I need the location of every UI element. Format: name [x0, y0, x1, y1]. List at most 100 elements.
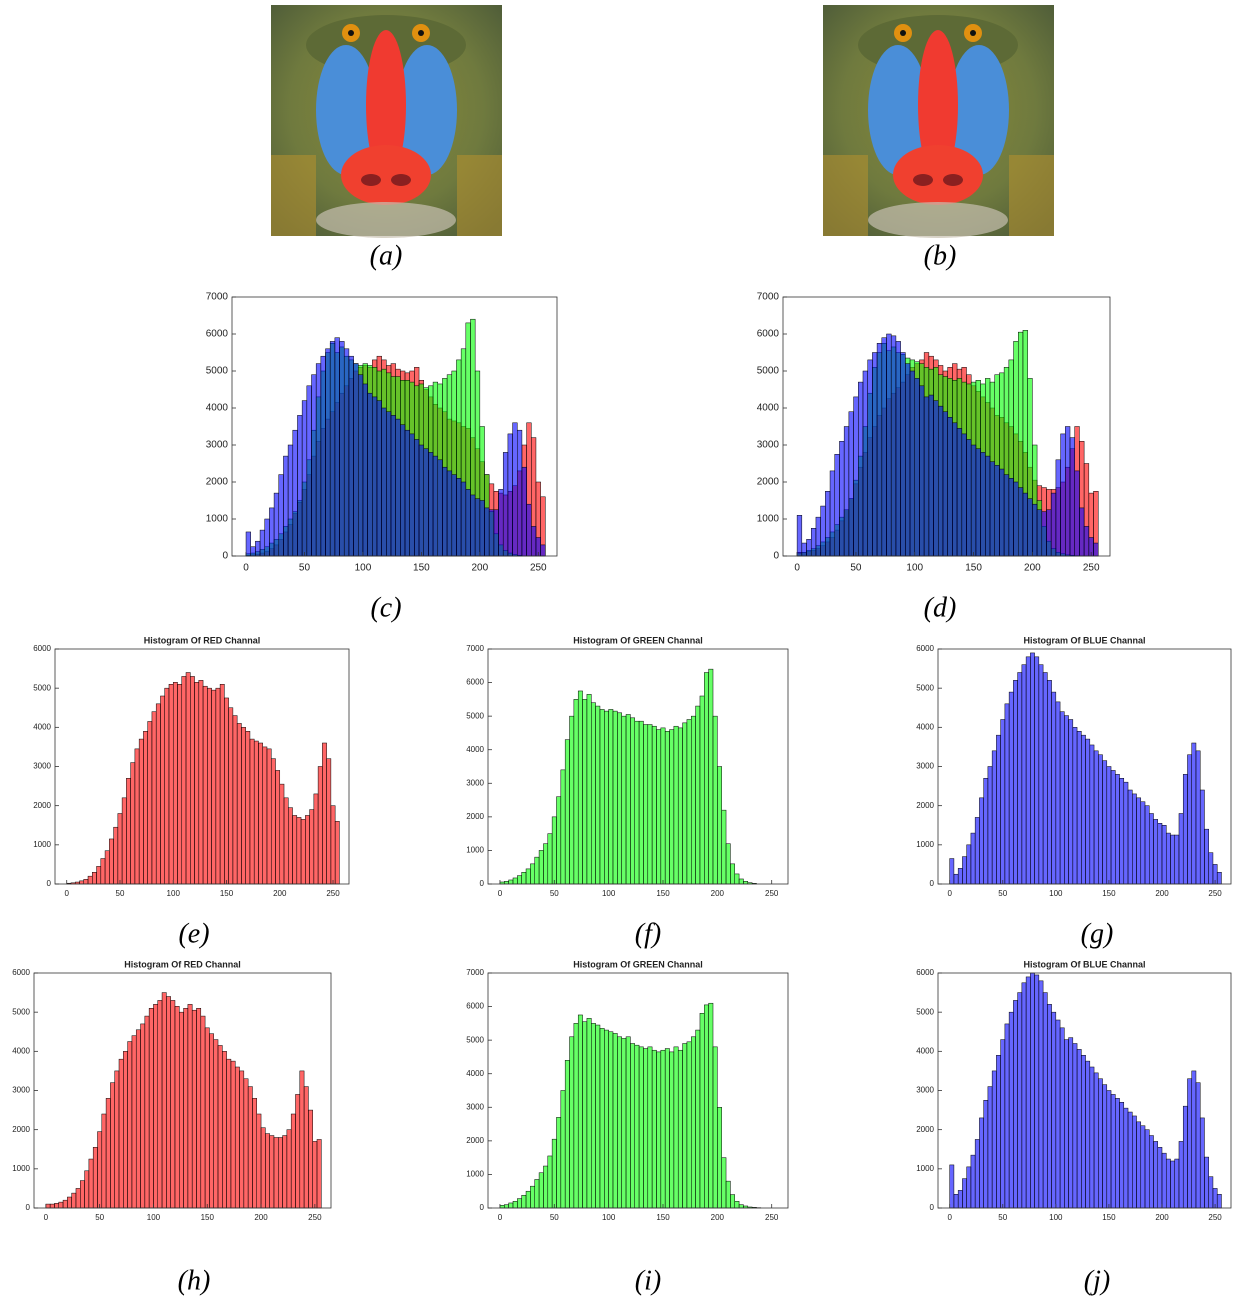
- x-tick-label: 150: [1102, 1213, 1116, 1222]
- bar: [1043, 993, 1047, 1208]
- x-tick-label: 250: [765, 1213, 779, 1222]
- bar: [587, 1018, 591, 1208]
- bar: [118, 814, 122, 885]
- bar: [280, 784, 284, 884]
- bar: [600, 1028, 604, 1208]
- bar: [67, 1197, 71, 1208]
- bar: [877, 343, 882, 556]
- bar: [548, 1156, 552, 1208]
- x-tick-label: 250: [326, 889, 340, 898]
- bar: [807, 539, 812, 556]
- bar: [80, 1181, 84, 1208]
- bar: [335, 821, 339, 884]
- bar: [160, 696, 164, 884]
- bar: [863, 371, 868, 556]
- x-tick-label: 250: [1083, 563, 1100, 574]
- bar: [656, 1052, 660, 1208]
- y-tick-label: 1000: [757, 514, 780, 525]
- bar: [1009, 692, 1013, 884]
- x-tick-label: 150: [201, 1213, 215, 1222]
- bar: [988, 767, 992, 885]
- image-a: [271, 5, 502, 238]
- bar: [143, 731, 147, 884]
- bar: [269, 508, 274, 556]
- bar: [307, 386, 312, 556]
- x-tick-label: 0: [794, 563, 800, 574]
- bar: [287, 1130, 291, 1208]
- bar: [665, 731, 669, 884]
- caption: (e): [178, 918, 209, 949]
- chart-title: Histogram Of GREEN Channal: [573, 959, 703, 969]
- bar: [331, 806, 335, 884]
- bar: [844, 427, 849, 557]
- caption: (a): [370, 240, 403, 271]
- bar: [583, 1022, 587, 1208]
- bar: [1005, 1024, 1009, 1208]
- x-tick-label: 100: [147, 1213, 161, 1222]
- bar: [517, 430, 522, 556]
- bar: [314, 794, 318, 884]
- bar: [368, 393, 373, 556]
- bar: [976, 449, 981, 556]
- bar: [971, 445, 976, 556]
- bar: [622, 716, 626, 884]
- bar: [424, 449, 429, 556]
- bar: [258, 743, 262, 884]
- bar: [535, 1179, 539, 1208]
- bar: [984, 1100, 988, 1208]
- bar: [419, 445, 424, 556]
- bar: [330, 341, 335, 556]
- y-tick-label: 1000: [33, 840, 51, 849]
- bar: [539, 1173, 543, 1208]
- bar: [85, 1171, 89, 1208]
- y-tick-label: 1000: [12, 1164, 30, 1173]
- bar: [626, 1037, 630, 1208]
- bar: [1196, 751, 1200, 884]
- bar: [278, 1138, 282, 1209]
- bar: [735, 1201, 739, 1208]
- bar: [891, 336, 896, 556]
- bar: [1103, 761, 1107, 884]
- y-tick-label: 2000: [916, 1125, 934, 1134]
- bar: [552, 817, 556, 884]
- bar: [1047, 680, 1051, 884]
- bar: [1073, 727, 1077, 884]
- bar: [1014, 482, 1019, 556]
- y-tick-label: 0: [930, 1203, 935, 1212]
- bar: [171, 1000, 175, 1208]
- x-tick-label: 200: [273, 889, 287, 898]
- bar: [639, 1047, 643, 1208]
- bar: [1056, 702, 1060, 884]
- y-tick-label: 2000: [12, 1125, 30, 1134]
- bar: [530, 864, 534, 884]
- bar: [499, 489, 504, 556]
- bar: [321, 356, 326, 556]
- bar: [543, 844, 547, 884]
- bar: [1052, 1012, 1056, 1208]
- bar: [962, 434, 967, 556]
- bar: [173, 682, 177, 884]
- bar: [591, 703, 595, 884]
- x-tick-label: 150: [220, 889, 234, 898]
- x-tick-label: 200: [711, 889, 725, 898]
- y-tick-label: 6000: [916, 968, 934, 977]
- bar: [1128, 1112, 1132, 1208]
- bar: [252, 1098, 256, 1208]
- bar: [1098, 1079, 1102, 1208]
- bar: [1179, 1141, 1183, 1208]
- bar: [1187, 1079, 1191, 1208]
- bar: [971, 833, 975, 884]
- bar: [92, 872, 96, 884]
- bar: [405, 430, 410, 556]
- caption: (j): [1084, 1265, 1110, 1296]
- bar: [967, 1167, 971, 1208]
- bar: [1209, 853, 1213, 884]
- bar: [1005, 704, 1009, 884]
- bar: [613, 711, 617, 884]
- bar: [195, 682, 199, 884]
- y-tick-label: 5000: [916, 1007, 934, 1016]
- bar: [726, 1181, 730, 1208]
- bar: [1170, 835, 1174, 884]
- bar: [665, 1049, 669, 1208]
- bar: [1200, 790, 1204, 884]
